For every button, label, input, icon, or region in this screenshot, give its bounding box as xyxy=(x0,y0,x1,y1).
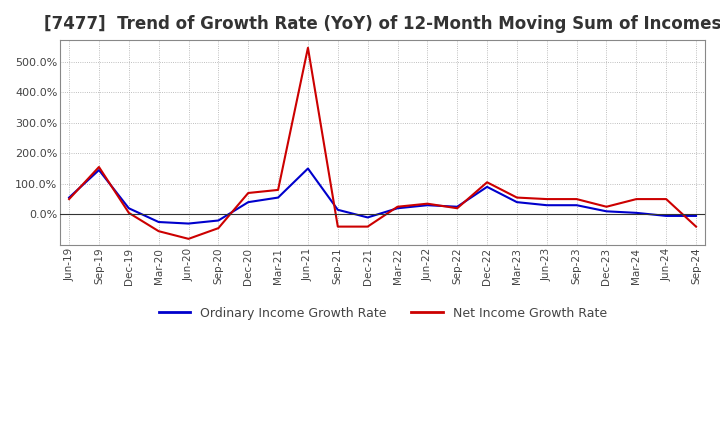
Net Income Growth Rate xyxy=(184,236,193,242)
Net Income Growth Rate xyxy=(125,210,133,216)
Ordinary Income Growth Rate xyxy=(333,207,342,213)
Ordinary Income Growth Rate xyxy=(602,209,611,214)
Title: [7477]  Trend of Growth Rate (YoY) of 12-Month Moving Sum of Incomes: [7477] Trend of Growth Rate (YoY) of 12-… xyxy=(44,15,720,33)
Ordinary Income Growth Rate xyxy=(393,205,402,211)
Net Income Growth Rate xyxy=(662,196,670,202)
Ordinary Income Growth Rate xyxy=(692,213,701,219)
Net Income Growth Rate xyxy=(482,180,491,185)
Net Income Growth Rate xyxy=(154,228,163,234)
Ordinary Income Growth Rate xyxy=(453,204,462,209)
Net Income Growth Rate xyxy=(274,187,282,193)
Line: Ordinary Income Growth Rate: Ordinary Income Growth Rate xyxy=(69,169,696,224)
Net Income Growth Rate xyxy=(214,225,222,231)
Ordinary Income Growth Rate xyxy=(214,218,222,223)
Net Income Growth Rate xyxy=(602,204,611,209)
Net Income Growth Rate xyxy=(453,205,462,211)
Net Income Growth Rate xyxy=(542,196,551,202)
Net Income Growth Rate xyxy=(513,195,521,200)
Ordinary Income Growth Rate xyxy=(125,205,133,211)
Net Income Growth Rate xyxy=(393,204,402,209)
Ordinary Income Growth Rate xyxy=(304,166,312,171)
Line: Net Income Growth Rate: Net Income Growth Rate xyxy=(69,48,696,239)
Net Income Growth Rate xyxy=(244,191,253,196)
Net Income Growth Rate xyxy=(692,224,701,229)
Net Income Growth Rate xyxy=(94,165,103,170)
Net Income Growth Rate xyxy=(572,196,581,202)
Ordinary Income Growth Rate xyxy=(65,195,73,200)
Net Income Growth Rate xyxy=(364,224,372,229)
Ordinary Income Growth Rate xyxy=(482,184,491,190)
Ordinary Income Growth Rate xyxy=(244,199,253,205)
Legend: Ordinary Income Growth Rate, Net Income Growth Rate: Ordinary Income Growth Rate, Net Income … xyxy=(153,302,611,325)
Net Income Growth Rate xyxy=(333,224,342,229)
Ordinary Income Growth Rate xyxy=(274,195,282,200)
Net Income Growth Rate xyxy=(65,196,73,202)
Ordinary Income Growth Rate xyxy=(513,199,521,205)
Ordinary Income Growth Rate xyxy=(154,220,163,225)
Ordinary Income Growth Rate xyxy=(184,221,193,226)
Ordinary Income Growth Rate xyxy=(662,213,670,219)
Ordinary Income Growth Rate xyxy=(632,210,641,216)
Ordinary Income Growth Rate xyxy=(572,202,581,208)
Net Income Growth Rate xyxy=(304,45,312,51)
Ordinary Income Growth Rate xyxy=(423,202,432,208)
Net Income Growth Rate xyxy=(423,201,432,206)
Ordinary Income Growth Rate xyxy=(542,202,551,208)
Ordinary Income Growth Rate xyxy=(364,215,372,220)
Ordinary Income Growth Rate xyxy=(94,167,103,172)
Net Income Growth Rate xyxy=(632,196,641,202)
